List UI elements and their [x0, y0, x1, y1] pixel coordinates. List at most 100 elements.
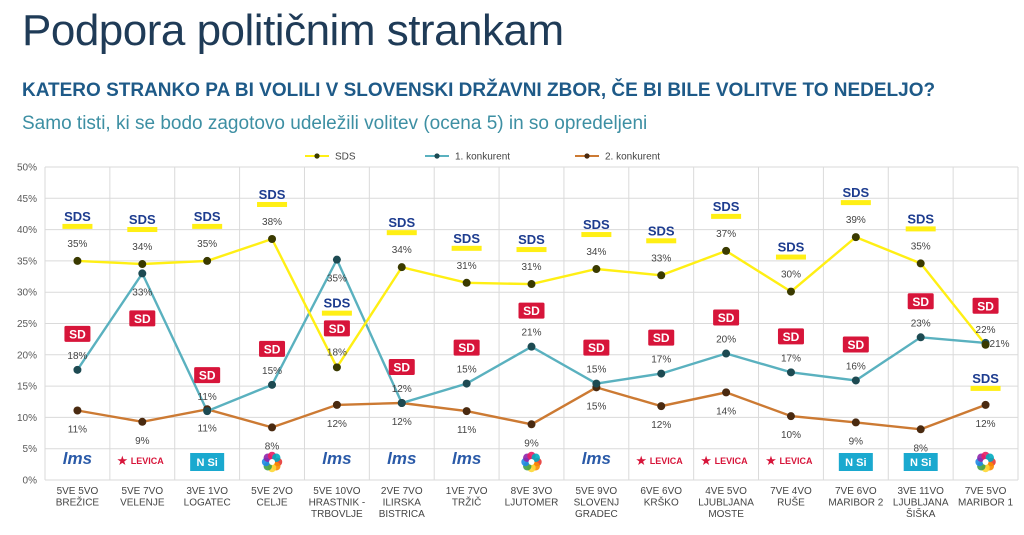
- lms-logo-text: lms: [387, 449, 416, 468]
- y-tick-label: 20%: [17, 350, 37, 361]
- party-logo-konkurent1: SD: [648, 329, 675, 346]
- data-label: 17%: [651, 355, 671, 366]
- sd-logo-box: [842, 336, 869, 353]
- legend-label: SDS: [335, 152, 356, 163]
- party-logo-konkurent2: [975, 451, 996, 473]
- sds-logo-bar: [127, 227, 158, 233]
- x-tick-label: HRASTNIK -: [309, 498, 366, 509]
- nsi-logo-text: N Si: [910, 457, 931, 469]
- sds-logo-bar: [192, 223, 223, 229]
- lms-logo-text: lms: [322, 449, 351, 468]
- party-logo-konkurent1: SD: [583, 339, 610, 356]
- sd-logo-box: [713, 309, 740, 326]
- data-point: [657, 402, 666, 411]
- y-tick-label: 40%: [17, 225, 37, 236]
- legend-marker: [584, 153, 590, 159]
- sds-logo-text: SDS: [129, 212, 156, 227]
- x-tick-label: TRŽIČ: [452, 496, 481, 509]
- x-tick-label: RUŠE: [777, 496, 805, 509]
- data-label: 18%: [327, 347, 347, 358]
- x-tick-label: LOGATEC: [184, 498, 231, 509]
- data-point: [851, 418, 860, 427]
- data-point: [397, 399, 406, 408]
- levica-logo-text: LEVICA: [650, 456, 684, 466]
- data-point: [851, 233, 860, 242]
- x-tick-label: 5VE 5VO: [57, 486, 99, 497]
- party-logo-winner: SDS: [711, 199, 742, 219]
- data-point: [657, 271, 666, 280]
- sd-logo-text: SD: [783, 330, 800, 344]
- x-tick-label: MARIBOR 1: [958, 498, 1013, 509]
- data-label: 23%: [911, 318, 931, 329]
- data-point: [722, 388, 731, 397]
- x-tick-label: MOSTE: [708, 509, 744, 520]
- page-title: Podpora političnim strankam: [22, 6, 564, 55]
- sds-logo-bar: [646, 238, 677, 244]
- data-point: [138, 417, 147, 426]
- data-point: [332, 255, 341, 264]
- data-point: [203, 256, 212, 265]
- data-label: 30%: [781, 270, 801, 281]
- party-logo-konkurent2: ★ LEVICA: [116, 453, 164, 468]
- lms-logo-text: lms: [63, 449, 92, 468]
- party-logo-konkurent2: ★ LEVICA: [635, 453, 683, 468]
- x-tick-label: 7VE 6VO: [835, 486, 877, 497]
- y-tick-label: 10%: [17, 413, 37, 424]
- y-tick-label: 30%: [17, 288, 37, 299]
- data-label: 17%: [781, 353, 801, 364]
- x-tick-label: GRADEC: [575, 509, 618, 520]
- sds-logo-text: SDS: [194, 209, 221, 224]
- party-logo-konkurent1: SD: [518, 302, 545, 319]
- sds-logo-text: SDS: [648, 223, 675, 238]
- data-label: 34%: [392, 245, 412, 256]
- legend-marker: [434, 153, 440, 159]
- party-logo-konkurent2: lms: [452, 449, 481, 468]
- party-logo-winner: SDS: [62, 209, 93, 229]
- party-logo-konkurent1: SD: [453, 339, 480, 356]
- data-point: [916, 333, 925, 342]
- sds-logo-bar: [581, 232, 612, 238]
- nsi-logo-box: [838, 453, 873, 471]
- y-tick-label: 35%: [17, 256, 37, 267]
- party-logo-winner: SDS: [581, 217, 612, 238]
- party-logo-konkurent2: N Si: [190, 453, 225, 471]
- sd-logo-text: SD: [393, 361, 410, 375]
- levica-star-icon: ★: [635, 453, 647, 468]
- flower-petal-icon: [531, 453, 540, 462]
- sd-logo-text: SD: [69, 327, 86, 341]
- x-tick-label: 6VE 6VO: [640, 486, 682, 497]
- flower-petal-icon: [985, 453, 995, 462]
- sds-logo-bar: [321, 310, 352, 316]
- party-logo-konkurent2: lms: [582, 449, 611, 468]
- data-label: 39%: [846, 215, 866, 226]
- sd-logo-box: [907, 293, 934, 310]
- x-tick-label: LJUTOMER: [505, 498, 559, 509]
- sd-logo-box: [323, 320, 350, 337]
- data-label: 21%: [990, 339, 1010, 350]
- party-logo-konkurent2: [521, 451, 542, 473]
- lms-logo-text: lms: [582, 449, 611, 468]
- data-label: 35%: [197, 239, 217, 250]
- party-logo-konkurent1: SD: [64, 325, 91, 342]
- data-point: [592, 379, 601, 388]
- data-label: 33%: [651, 253, 671, 264]
- nsi-logo-box: [903, 453, 938, 471]
- party-logo-konkurent2: lms: [387, 449, 416, 468]
- party-logo-konkurent2: lms: [63, 449, 92, 468]
- data-label: 18%: [67, 351, 87, 362]
- sd-logo-box: [453, 339, 480, 356]
- data-point: [462, 407, 471, 416]
- sds-logo-text: SDS: [453, 231, 480, 246]
- sds-logo-text: SDS: [518, 232, 545, 247]
- x-tick-label: 8VE 3VO: [511, 486, 553, 497]
- party-logo-winner: SDS: [192, 209, 223, 229]
- survey-question: KATERO STRANKO PA BI VOLILI V SLOVENSKI …: [22, 80, 936, 101]
- levica-star-icon: ★: [765, 453, 777, 468]
- sd-logo-box: [777, 328, 804, 345]
- party-logo-winner: SD: [972, 297, 999, 314]
- sd-logo-text: SD: [847, 338, 864, 352]
- data-label: 9%: [135, 436, 150, 447]
- data-label: 15%: [262, 366, 282, 377]
- x-tick-label: 7VE 4VO: [770, 486, 812, 497]
- data-point: [722, 349, 731, 358]
